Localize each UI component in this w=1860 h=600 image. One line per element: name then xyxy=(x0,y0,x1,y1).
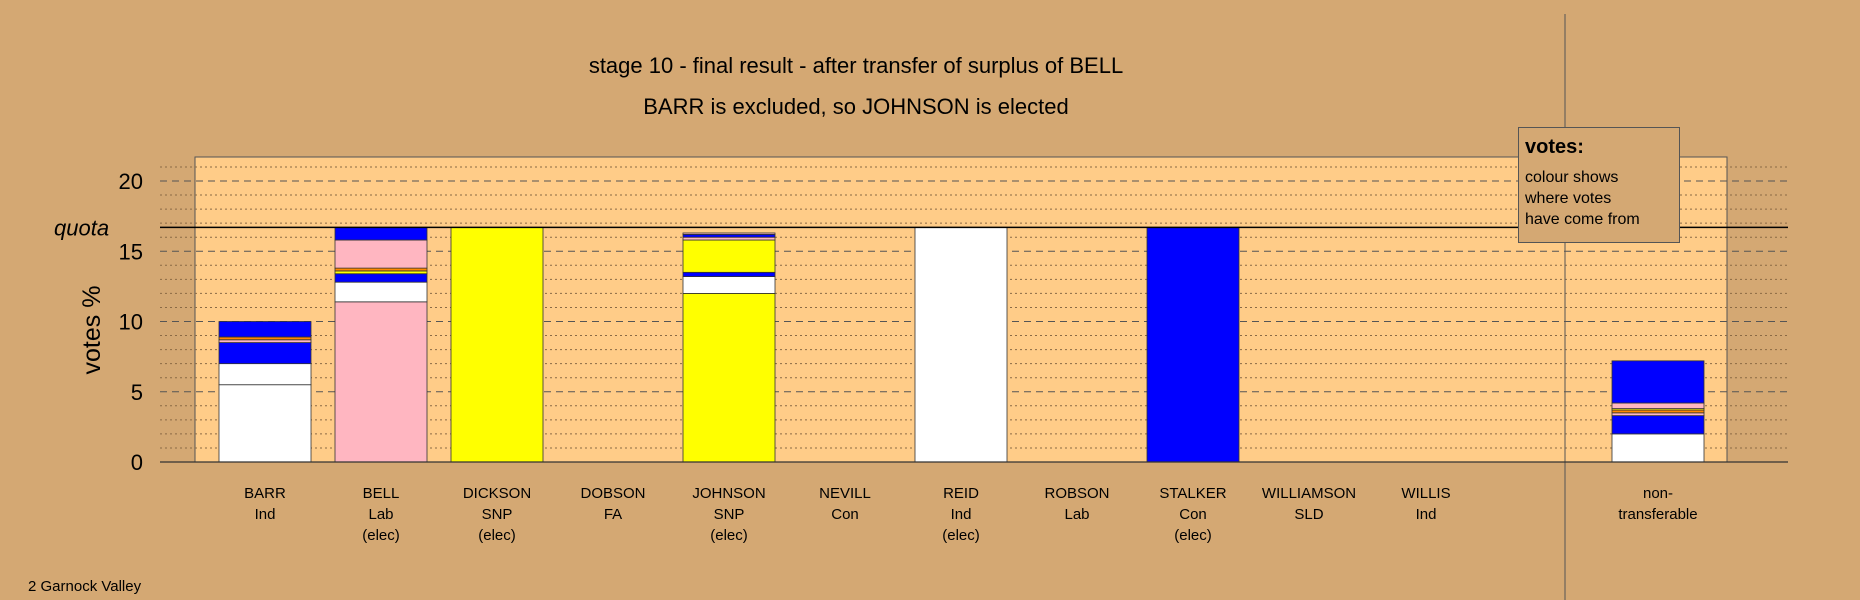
candidate-status-label: (elec) xyxy=(710,527,748,544)
candidate-party-label: Lab xyxy=(368,506,393,523)
bar-segment xyxy=(682,232,776,235)
candidate-status-label: (elec) xyxy=(362,527,400,544)
bar-segment xyxy=(218,384,312,463)
candidate-name-label: non- xyxy=(1643,485,1673,502)
candidate-party-label: transferable xyxy=(1618,506,1697,523)
bar-segment xyxy=(1611,433,1705,463)
bar-segment xyxy=(682,236,776,241)
y-tick-label: 20 xyxy=(119,169,143,194)
candidate-status-label: (elec) xyxy=(478,527,516,544)
bar-segment xyxy=(682,271,776,277)
bar-segment xyxy=(682,233,776,238)
candidate-name-label: JOHNSON xyxy=(692,485,765,502)
footer-text: 2 Garnock Valley xyxy=(28,578,142,595)
legend-title: votes: xyxy=(1525,136,1584,158)
y-tick-label: 0 xyxy=(131,450,143,475)
candidate-name-label: BELL xyxy=(363,485,400,502)
legend-text: colour shows where votes have come from xyxy=(1525,169,1640,228)
candidate-party-label: Ind xyxy=(951,506,972,523)
bar-segment xyxy=(682,276,776,294)
candidate-name-label: WILLIS xyxy=(1401,485,1450,502)
candidate-party-label: FA xyxy=(604,506,622,523)
candidate-name-label: REID xyxy=(943,485,979,502)
candidate-party-label: Lab xyxy=(1064,506,1089,523)
bar-segment xyxy=(1611,409,1705,414)
candidate-name-label: ROBSON xyxy=(1044,485,1109,502)
chart-subtitle: BARR is excluded, so JOHNSON is elected xyxy=(643,94,1069,119)
bar-segment xyxy=(218,363,312,386)
bar-segment xyxy=(334,270,428,275)
y-tick-label: 5 xyxy=(131,380,143,405)
bar-segment xyxy=(450,226,544,463)
candidate-party-label: Ind xyxy=(255,506,276,523)
bar-segment xyxy=(1611,360,1705,404)
candidate-party-label: Con xyxy=(1179,506,1207,523)
bar-segment xyxy=(218,339,312,343)
candidate-name-label: BARR xyxy=(244,485,286,502)
bar-segment xyxy=(1146,226,1240,463)
quota-label: quota xyxy=(54,215,109,240)
bar-segment xyxy=(682,239,776,273)
bar-segment xyxy=(1611,415,1705,435)
candidate-name-label: WILLIAMSON xyxy=(1262,485,1356,502)
bar-segment xyxy=(218,321,312,338)
candidate-status-label: (elec) xyxy=(1174,527,1212,544)
y-axis-label: votes % xyxy=(78,286,106,375)
y-tick-label: 15 xyxy=(119,239,143,264)
bar-segment xyxy=(334,281,428,303)
bar-segment xyxy=(1611,412,1705,417)
candidate-party-label: Con xyxy=(831,506,859,523)
candidate-name-label: STALKER xyxy=(1159,485,1226,502)
bar-segment xyxy=(334,273,428,283)
bar-segment xyxy=(334,301,428,463)
bar-segment xyxy=(334,239,428,269)
candidate-party-label: SNP xyxy=(714,506,745,523)
candidate-name-label: DOBSON xyxy=(580,485,645,502)
bar-segment xyxy=(334,267,428,272)
candidate-party-label: Ind xyxy=(1416,506,1437,523)
y-tick-label: 10 xyxy=(119,310,143,335)
bar-segment xyxy=(218,342,312,365)
bar-segment xyxy=(334,226,428,241)
candidate-name-label: DICKSON xyxy=(463,485,531,502)
candidate-party-label: SLD xyxy=(1294,506,1323,523)
chart-title: stage 10 - final result - after transfer… xyxy=(588,53,1124,78)
candidate-party-label: SNP xyxy=(482,506,513,523)
candidate-name-label: NEVILL xyxy=(819,485,871,502)
legend-box: votes: colour shows where votes have com… xyxy=(1518,127,1680,243)
bar-segment xyxy=(682,292,776,463)
bar-segment xyxy=(914,226,1008,463)
bar-segment xyxy=(1611,402,1705,410)
bar-segment xyxy=(218,336,312,341)
candidate-status-label: (elec) xyxy=(942,527,980,544)
